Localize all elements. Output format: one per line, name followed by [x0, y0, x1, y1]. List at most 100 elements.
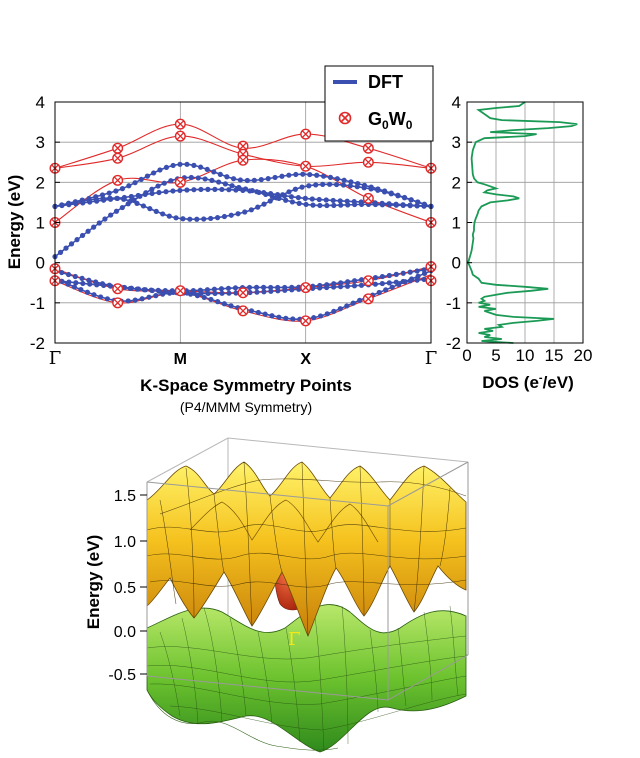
dft-point	[310, 202, 316, 208]
dft-point	[79, 232, 86, 239]
dft-point	[219, 290, 225, 296]
dft-point	[372, 200, 378, 206]
band-legend: DFT G0W0	[324, 65, 434, 142]
dft-point	[393, 201, 399, 207]
dft-point	[296, 286, 302, 292]
dft-point	[337, 284, 344, 290]
dft-point	[87, 199, 93, 205]
dft-point	[108, 283, 114, 289]
dft-point	[309, 196, 315, 202]
dft-point	[66, 202, 72, 208]
dft-point	[218, 286, 225, 292]
dft-point	[201, 294, 207, 301]
dft-point	[78, 287, 84, 293]
dft-point	[191, 290, 197, 296]
dos-y-tick-label: 4	[452, 93, 461, 112]
dft-point	[293, 171, 299, 178]
dft-point	[357, 297, 363, 303]
dft-point	[382, 188, 388, 194]
dft-point	[306, 183, 312, 189]
dft-point	[128, 285, 135, 291]
dft-point	[331, 308, 337, 314]
dft-point	[303, 201, 309, 208]
dft-point	[96, 220, 102, 226]
dft-point	[317, 285, 323, 291]
dft-point	[57, 249, 64, 255]
dft-point	[98, 294, 104, 300]
dft-point	[170, 162, 176, 169]
dft-point	[161, 180, 167, 186]
dft-point	[393, 279, 399, 285]
z-tick-label: 1.0	[114, 534, 136, 551]
dft-point	[228, 303, 234, 309]
dos-x-tick-label: 5	[491, 346, 500, 365]
dft-point	[331, 202, 337, 209]
dft-point	[330, 197, 336, 204]
dft-point	[327, 174, 334, 180]
dft-point	[389, 284, 395, 290]
dft-point	[302, 195, 308, 201]
dft-point	[216, 179, 222, 185]
dft-point	[368, 184, 374, 190]
dft-point	[316, 196, 322, 203]
dft-point	[248, 207, 254, 213]
dft-point	[254, 289, 260, 295]
dft-point	[212, 186, 218, 192]
dos-x-tick-label: 0	[462, 346, 471, 365]
band-x-tick-label: Γ	[49, 348, 62, 369]
dft-point	[300, 171, 306, 177]
dft-point	[155, 183, 161, 189]
dft-point	[168, 178, 174, 184]
dft-point	[414, 202, 420, 209]
dft-point	[388, 190, 394, 196]
dos-x-tick-label: 15	[545, 346, 564, 365]
dft-point	[414, 277, 420, 283]
dft-point	[415, 273, 421, 279]
dft-point	[269, 313, 275, 319]
dft-point	[338, 202, 344, 208]
dft-point	[324, 202, 330, 209]
dft-point	[74, 237, 80, 243]
dft-point	[261, 289, 267, 295]
dos-y-tick-label: 3	[452, 133, 461, 152]
dft-point	[84, 289, 90, 295]
dft-point	[292, 186, 299, 192]
gw-marker	[362, 192, 374, 204]
dft-point	[383, 287, 389, 293]
dft-point	[324, 284, 330, 291]
dft-point	[345, 279, 351, 285]
dft-point	[121, 194, 128, 201]
dft-point	[208, 215, 214, 222]
dft-point	[139, 296, 145, 302]
dft-point	[317, 202, 323, 209]
dft-point	[229, 183, 235, 189]
dft-point	[166, 213, 172, 219]
dft-point	[358, 199, 364, 205]
gw-marker	[174, 285, 186, 297]
dft-point	[205, 290, 211, 297]
dft-point	[73, 280, 79, 286]
dos-y-tick-label: -2	[446, 334, 461, 353]
dft-point	[290, 316, 296, 322]
dft-point	[338, 280, 344, 286]
dft-point	[225, 285, 232, 291]
dft-point	[101, 282, 107, 289]
dft-point	[323, 197, 329, 203]
dft-point	[113, 188, 119, 194]
band-x-tick-label: X	[300, 351, 311, 368]
dft-point	[351, 278, 358, 284]
dft-point	[400, 270, 406, 276]
dft-point	[87, 281, 93, 287]
dft-point	[358, 282, 365, 288]
dft-point	[283, 315, 289, 321]
conduction-surface	[146, 461, 467, 638]
dft-point	[177, 161, 183, 167]
dft-point	[268, 288, 274, 294]
gw-marker	[237, 148, 249, 160]
dft-point	[113, 208, 120, 214]
dft-point	[379, 200, 385, 206]
gw-marker	[300, 282, 312, 294]
